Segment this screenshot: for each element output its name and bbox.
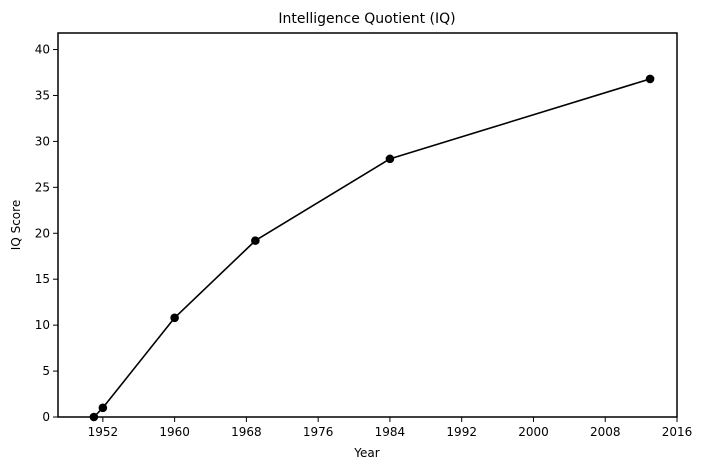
x-tick-label: 1992 xyxy=(446,425,477,439)
data-point xyxy=(170,313,179,323)
plot-frame xyxy=(57,32,678,418)
x-axis-title: Year xyxy=(353,446,379,460)
data-point xyxy=(385,154,395,164)
y-tick-label: 5 xyxy=(42,364,50,378)
data-point xyxy=(89,412,99,422)
x-tick-label: 1976 xyxy=(303,425,334,439)
data-point xyxy=(645,74,655,84)
x-tick-label: 1968 xyxy=(231,425,262,439)
y-tick-label: 10 xyxy=(35,318,50,332)
y-tick-label: 25 xyxy=(35,180,50,194)
x-tick-label: 1952 xyxy=(88,425,119,439)
y-tick-label: 30 xyxy=(35,134,50,148)
data-point xyxy=(98,403,108,413)
y-tick-label: 35 xyxy=(35,88,50,102)
x-tick-label: 1984 xyxy=(375,425,406,439)
y-axis-title: IQ Score xyxy=(9,200,23,250)
x-tick-label: 2008 xyxy=(590,425,621,439)
y-tick-label: 20 xyxy=(35,226,50,240)
x-tick-label: 2000 xyxy=(518,425,549,439)
x-tick-label: 1960 xyxy=(159,425,190,439)
chart-title: Intelligence Quotient (IQ) xyxy=(278,11,455,27)
y-tick-label: 40 xyxy=(35,43,50,57)
data-point xyxy=(251,236,260,245)
x-tick-label: 2016 xyxy=(662,425,693,439)
plot-area: 1952 1960 1968 1976 1984 1992 2000 2008 2016 0 5 10… xyxy=(35,32,693,439)
y-tick-label: 15 xyxy=(35,272,50,286)
y-tick-label: 0 xyxy=(42,410,50,424)
